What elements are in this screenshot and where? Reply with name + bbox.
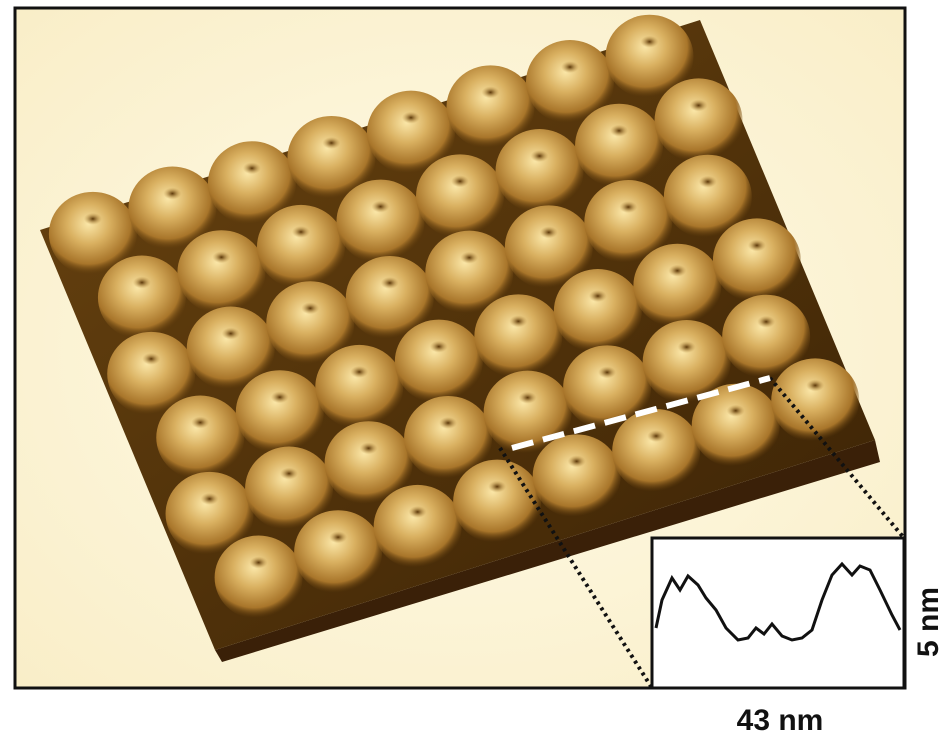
bump: [315, 345, 403, 429]
bump-pore: [191, 417, 209, 429]
bump-pore: [322, 137, 340, 149]
bump: [575, 104, 663, 188]
bump-pore: [201, 493, 219, 505]
bump-pore: [699, 176, 717, 188]
bump-pore: [381, 277, 399, 289]
bump: [453, 460, 541, 544]
bump-pore: [250, 557, 268, 569]
bump: [395, 320, 483, 404]
bump: [257, 205, 345, 289]
bump-pore: [360, 442, 378, 454]
bump-pore: [271, 391, 289, 403]
bump-pore: [84, 213, 102, 225]
bump-pore: [488, 481, 506, 493]
bump-pore: [402, 112, 420, 124]
bump-pore: [481, 86, 499, 98]
bump: [554, 269, 642, 353]
bump-pore: [806, 379, 824, 391]
bump-pore: [451, 175, 469, 187]
bump-pore: [292, 226, 310, 238]
bump-pore: [678, 341, 696, 353]
bump: [336, 180, 424, 264]
bump: [713, 218, 801, 302]
bump-pore: [460, 252, 478, 264]
bump-pore: [409, 506, 427, 518]
page: 43 nm 5 nm (() => { const data = JSON.pa…: [0, 0, 949, 736]
bump-pore: [531, 150, 549, 162]
bump-pore: [243, 162, 261, 174]
bump-pore: [540, 226, 558, 238]
figure: 43 nm 5 nm: [0, 0, 949, 736]
bump: [177, 230, 265, 314]
bump-pore: [350, 366, 368, 378]
bump: [236, 370, 324, 454]
bump-pore: [748, 239, 766, 251]
bump-pore: [668, 265, 686, 277]
bump-pore: [301, 302, 319, 314]
bump-pore: [647, 430, 665, 442]
bump-pore: [509, 315, 527, 327]
bump-pore: [598, 366, 616, 378]
bump: [496, 129, 584, 213]
bump: [294, 510, 382, 594]
bump-pore: [430, 341, 448, 353]
bump-pore: [568, 455, 586, 467]
width-label: 43 nm: [737, 704, 824, 736]
bump-pore: [641, 36, 659, 48]
bump: [533, 434, 621, 518]
bump-pore: [439, 417, 457, 429]
bump-pore: [371, 201, 389, 213]
bump-pore: [163, 188, 181, 200]
bump-pore: [212, 251, 230, 263]
bump: [215, 536, 303, 620]
bump-pore: [519, 392, 537, 404]
bump: [98, 256, 186, 340]
bump: [655, 78, 743, 162]
bump-pore: [329, 531, 347, 543]
height-label: 5 nm: [912, 587, 945, 657]
bump-pore: [589, 290, 607, 302]
bump: [633, 244, 721, 328]
profile-inset: [652, 538, 904, 688]
bump-pore: [142, 353, 160, 365]
bump: [416, 154, 504, 238]
bump-pore: [727, 405, 745, 417]
bump: [771, 358, 859, 442]
bump-pore: [561, 61, 579, 73]
bump-pore: [133, 277, 151, 289]
bump-pore: [280, 468, 298, 480]
bump: [612, 409, 700, 493]
bump-pore: [619, 201, 637, 213]
bump: [474, 294, 562, 378]
bump: [374, 485, 462, 569]
bump-pore: [757, 316, 775, 328]
bump-pore: [690, 99, 708, 111]
bump: [156, 396, 244, 480]
bump-pore: [222, 328, 240, 340]
bump-pore: [610, 125, 628, 137]
